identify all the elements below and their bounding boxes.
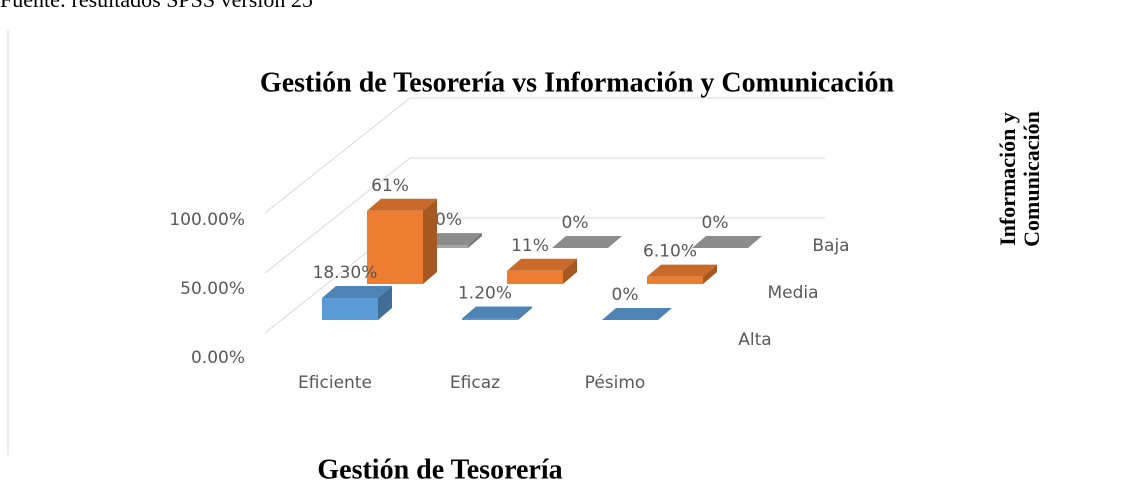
source: Fuente: resultados SPSS versión 25 xyxy=(0,0,313,12)
bar-side xyxy=(423,198,437,284)
y-tick-label: 0.00% xyxy=(191,348,245,368)
legend-label: Media xyxy=(767,283,818,303)
data-label: 61% xyxy=(371,176,409,196)
data-label: 0% xyxy=(702,213,729,233)
bar-side xyxy=(468,233,482,248)
bar-top xyxy=(507,258,577,271)
bar-top xyxy=(462,306,532,319)
bar xyxy=(692,236,762,248)
bar xyxy=(552,236,622,248)
data-label: 18.30% xyxy=(313,263,378,283)
data-label: 11% xyxy=(511,236,549,256)
bar-front xyxy=(647,276,703,284)
data-label: 6.10% xyxy=(643,242,697,262)
bar xyxy=(602,308,672,320)
bar xyxy=(507,258,577,284)
bar-front xyxy=(322,298,378,320)
bar-top xyxy=(322,286,392,299)
x-axis-title: Gestión de Tesorería xyxy=(317,454,562,485)
data-label: 0% xyxy=(612,285,639,305)
legend-label: Baja xyxy=(812,236,849,256)
bar-top xyxy=(692,236,762,248)
bar-front xyxy=(462,318,518,320)
bar-side xyxy=(703,264,717,284)
x-tick-label: Pésimo xyxy=(585,373,646,393)
bar-front xyxy=(412,245,468,248)
data-label: 1.20% xyxy=(458,284,512,304)
bar-side xyxy=(378,286,392,320)
bar-top xyxy=(602,308,672,320)
y-tick-label: 100.00% xyxy=(169,210,245,230)
x-tick-label: Eficiente xyxy=(298,373,372,393)
bar-side xyxy=(518,306,532,320)
x-tick-label: Eficaz xyxy=(450,373,500,393)
bar xyxy=(462,306,532,320)
bar xyxy=(367,198,437,284)
bar xyxy=(322,286,392,320)
bar xyxy=(647,264,717,284)
bar-top xyxy=(367,198,437,211)
bar-top xyxy=(552,236,622,248)
grid-line xyxy=(264,97,825,214)
y-tick-label: 50.00% xyxy=(180,279,245,299)
legend-label: Alta xyxy=(738,330,771,350)
data-label: 0% xyxy=(562,213,589,233)
chart-title: Gestión de Tesorería vs Información y Co… xyxy=(260,67,895,98)
bar-top xyxy=(647,264,717,277)
bar-front xyxy=(507,270,563,284)
bar-side xyxy=(563,258,577,284)
grid-line xyxy=(264,157,825,274)
z-axis-title: Información y Comunicación xyxy=(995,111,1044,247)
bar-front xyxy=(367,210,423,284)
